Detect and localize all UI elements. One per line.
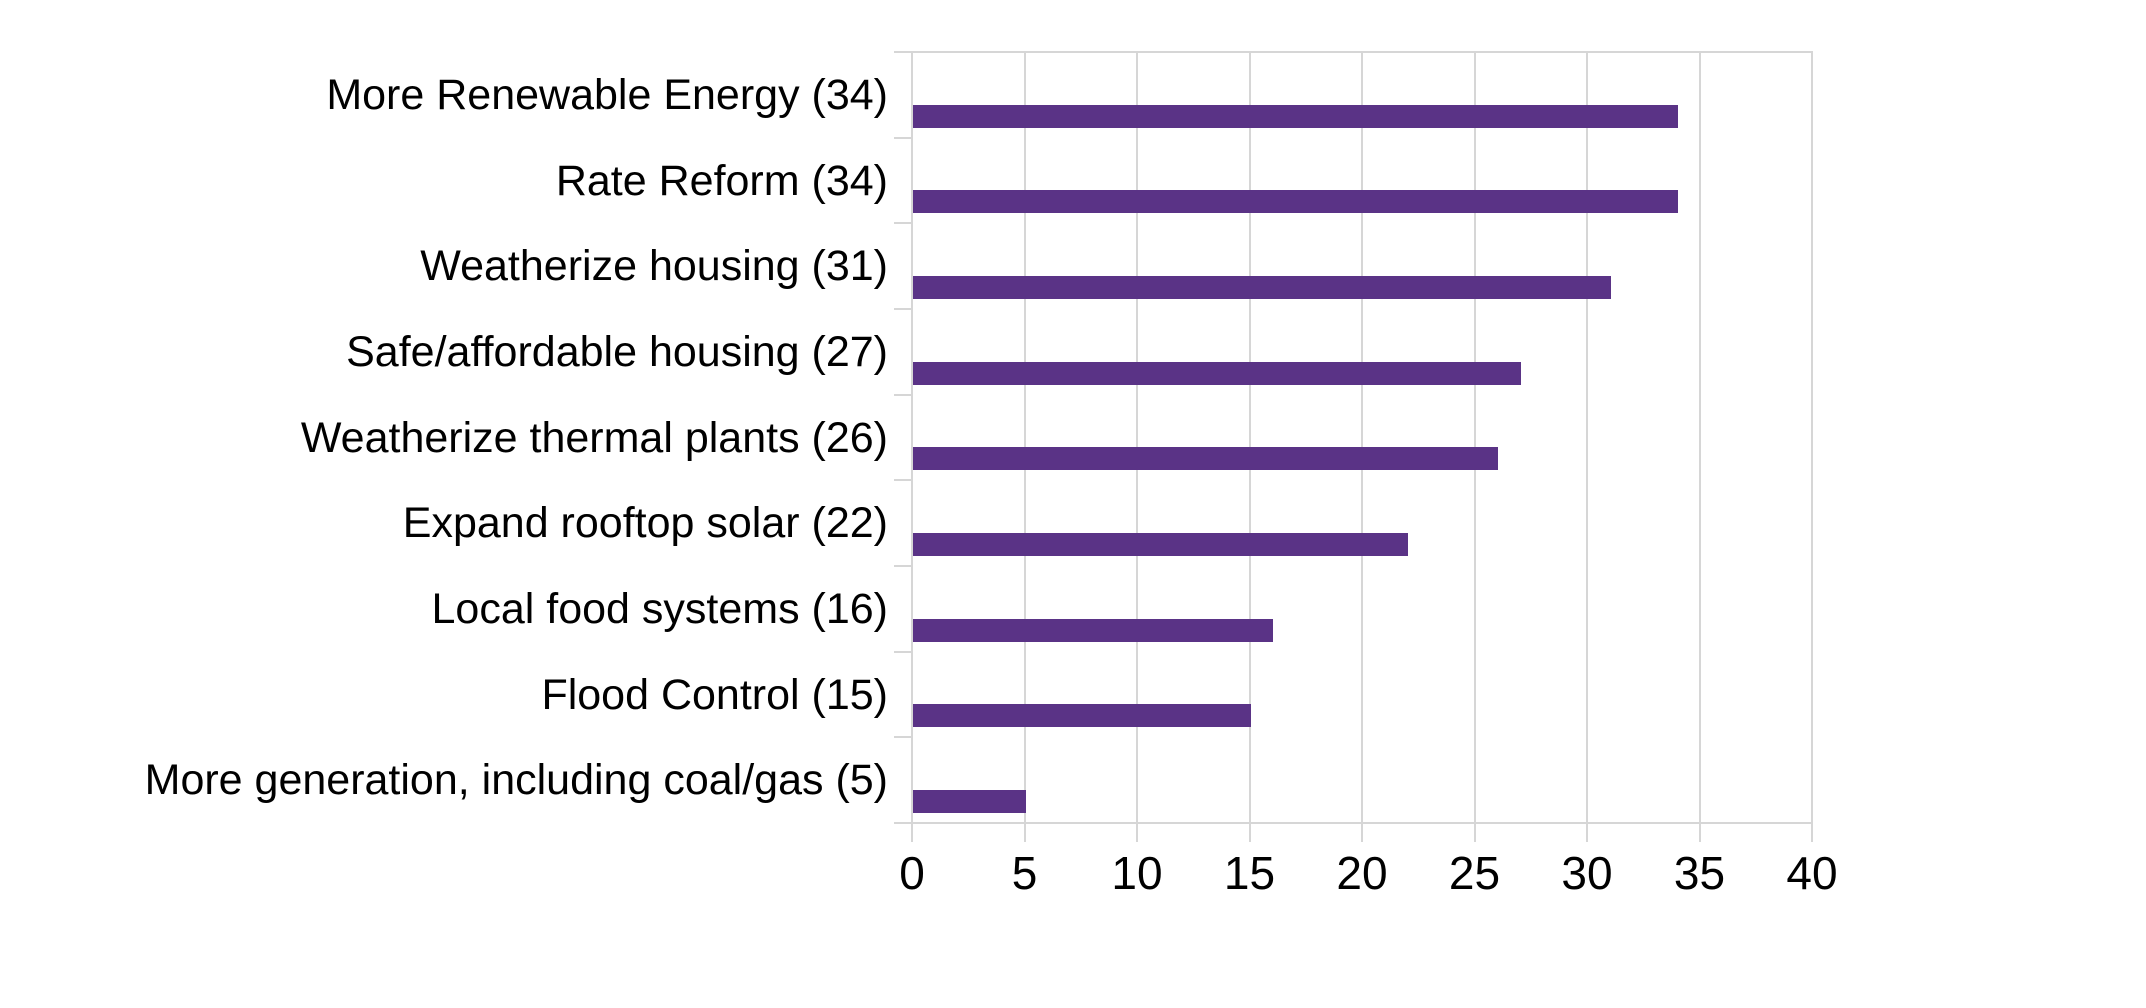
bar (913, 704, 1251, 727)
y-axis-tick (894, 222, 912, 225)
category-label: More generation, including coal/gas (5) (144, 756, 888, 804)
y-axis-tick (894, 51, 912, 53)
x-axis-line (911, 822, 1813, 824)
category-label: More Renewable Energy (34) (326, 71, 888, 119)
x-axis-tick (1811, 823, 1813, 842)
x-tick-label: 15 (1223, 847, 1276, 899)
y-axis-tick (894, 479, 912, 482)
y-axis-tick (894, 565, 912, 567)
gridline (1361, 52, 1363, 823)
x-axis-tick (1586, 823, 1588, 842)
bar (913, 276, 1611, 299)
x-axis-tick (1361, 823, 1363, 842)
gridline (1811, 52, 1813, 823)
gridline (1586, 52, 1588, 823)
x-tick-label: 20 (1336, 847, 1388, 899)
y-axis-tick (894, 822, 912, 824)
bar (913, 190, 1678, 213)
x-tick-label: 40 (1786, 847, 1838, 899)
bar (913, 533, 1408, 556)
y-axis-tick (894, 736, 912, 739)
x-axis-tick (1473, 823, 1476, 842)
bar (913, 105, 1678, 128)
category-label: Weatherize housing (31) (420, 242, 888, 290)
x-axis-tick (911, 823, 913, 842)
y-axis-tick (894, 308, 912, 310)
bar (913, 619, 1273, 642)
bar (913, 362, 1521, 385)
bar (913, 447, 1498, 470)
category-label: Flood Control (15) (541, 671, 888, 719)
plot-top-border (912, 51, 1813, 53)
category-label: Weatherize thermal plants (26) (300, 414, 888, 462)
category-label: Rate Reform (34) (555, 157, 888, 205)
x-axis-tick (1248, 823, 1251, 842)
y-axis-line (911, 52, 913, 823)
gridline (1136, 52, 1138, 823)
gridline (1023, 52, 1026, 823)
x-axis-tick (1698, 823, 1701, 842)
x-tick-label: 25 (1448, 847, 1501, 899)
category-label: Safe/affordable housing (27) (346, 328, 888, 376)
y-axis-tick (894, 393, 912, 396)
bar (913, 790, 1026, 813)
x-axis-tick (1023, 823, 1026, 842)
category-label: Local food systems (16) (431, 585, 888, 633)
y-axis-tick (894, 136, 912, 139)
gridline (1473, 52, 1476, 823)
x-tick-label: 0 (899, 847, 925, 899)
gridline (1248, 52, 1251, 823)
x-tick-label: 30 (1561, 847, 1613, 899)
category-label: Expand rooftop solar (22) (402, 499, 888, 547)
x-tick-label: 35 (1673, 847, 1726, 899)
x-tick-label: 5 (1011, 847, 1038, 899)
gridline (1698, 52, 1701, 823)
x-axis-tick (1136, 823, 1138, 842)
x-tick-label: 10 (1111, 847, 1163, 899)
y-axis-tick (894, 650, 912, 653)
